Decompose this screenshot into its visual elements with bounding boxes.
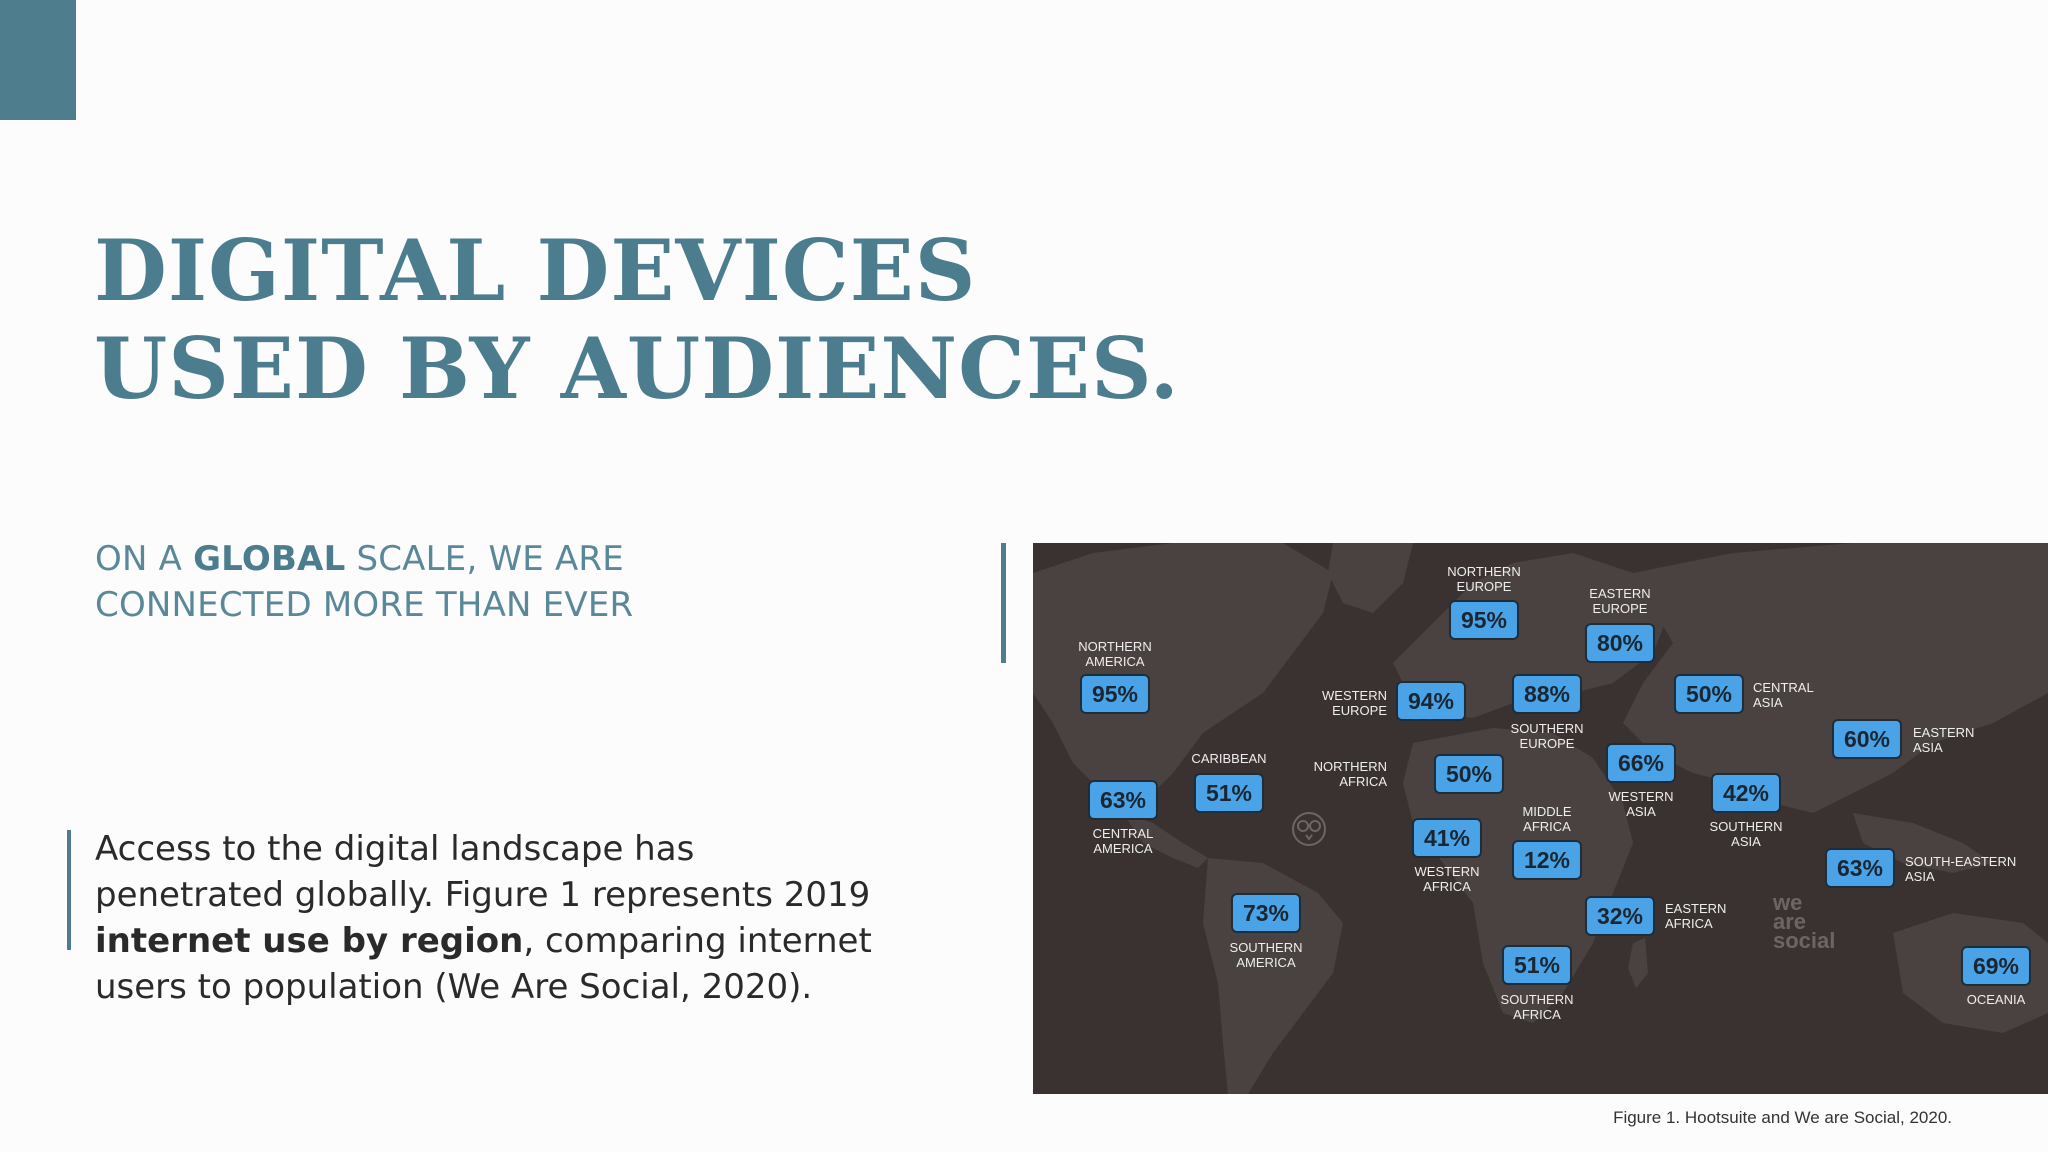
region-label-northern-america: NORTHERN AMERICA bbox=[1078, 639, 1152, 669]
region-badge-northern-europe: 95% bbox=[1448, 600, 1520, 640]
region-badge-northern-america: 95% bbox=[1079, 674, 1151, 714]
region-value-southern-africa: 51% bbox=[1501, 945, 1573, 985]
subtitle-line-1: ON A GLOBAL SCALE, WE ARE bbox=[95, 536, 633, 582]
region-badge-central-asia: 50% bbox=[1673, 674, 1745, 714]
region-badge-eastern-asia: 60% bbox=[1831, 719, 1903, 759]
landmass-se-asia bbox=[1853, 813, 1993, 873]
region-badge-western-asia: 66% bbox=[1605, 743, 1677, 783]
region-badge-southern-america: 73% bbox=[1230, 893, 1302, 933]
region-label-central-asia: CENTRAL ASIA bbox=[1753, 680, 1814, 710]
body-line-3-rest: , comparing internet bbox=[523, 921, 872, 961]
region-label-oceania: OCEANIA bbox=[1966, 992, 2026, 1007]
region-label-western-africa: WESTERN AFRICA bbox=[1414, 864, 1480, 894]
region-badge-eastern-europe: 80% bbox=[1584, 623, 1656, 663]
divider-bar-middle bbox=[1001, 543, 1006, 663]
region-value-oceania: 69% bbox=[1960, 946, 2032, 986]
region-value-central-asia: 50% bbox=[1673, 674, 1745, 714]
region-label-central-america: CENTRAL AMERICA bbox=[1092, 826, 1154, 856]
region-value-northern-africa: 50% bbox=[1433, 754, 1505, 794]
body-bold-phrase: internet use by region bbox=[95, 921, 524, 961]
subtitle: ON A GLOBAL SCALE, WE ARE CONNECTED MORE… bbox=[95, 536, 633, 628]
corner-accent-block bbox=[0, 0, 76, 120]
figure-caption: Figure 1. Hootsuite and We are Social, 2… bbox=[1613, 1108, 1952, 1127]
region-badge-caribbean: 51% bbox=[1193, 773, 1265, 813]
landmass-europe bbox=[1393, 553, 1673, 718]
region-label-southern-africa: SOUTHERN AFRICA bbox=[1500, 992, 1574, 1022]
page-title: DIGITAL DEVICES USED BY AUDIENCES. bbox=[94, 222, 1180, 418]
region-value-eastern-africa: 32% bbox=[1584, 896, 1656, 936]
region-badge-southern-asia: 42% bbox=[1710, 773, 1782, 813]
region-label-caribbean: CARIBBEAN bbox=[1191, 751, 1267, 766]
world-landmass bbox=[1033, 543, 2048, 1094]
subtitle-bold: GLOBAL bbox=[193, 539, 346, 579]
region-value-middle-africa: 12% bbox=[1511, 840, 1583, 880]
region-badge-middle-africa: 12% bbox=[1511, 840, 1583, 880]
landmass-greenland bbox=[1328, 543, 1413, 613]
region-label-southern-europe: SOUTHERN EUROPE bbox=[1510, 721, 1584, 751]
region-badge-western-africa: 41% bbox=[1411, 818, 1483, 858]
subtitle-line-2: CONNECTED MORE THAN EVER bbox=[95, 585, 634, 625]
body-line-4: users to population (We Are Social, 2020… bbox=[95, 967, 813, 1007]
region-label-eastern-europe: EASTERN EUROPE bbox=[1589, 586, 1651, 616]
region-value-southern-asia: 42% bbox=[1710, 773, 1782, 813]
region-value-southern-america: 73% bbox=[1230, 893, 1302, 933]
body-paragraph: Access to the digital landscape has pene… bbox=[95, 826, 872, 1010]
region-badge-central-america: 63% bbox=[1087, 780, 1159, 820]
region-value-caribbean: 51% bbox=[1193, 773, 1265, 813]
landmass-madagascar bbox=[1628, 938, 1648, 988]
region-value-central-america: 63% bbox=[1087, 780, 1159, 820]
region-value-south-eastern-asia: 63% bbox=[1824, 848, 1896, 888]
region-value-western-europe: 94% bbox=[1395, 681, 1467, 721]
divider-bar-left bbox=[67, 830, 71, 950]
watermark-line-2: are bbox=[1773, 909, 1807, 934]
watermark-line-1: we bbox=[1773, 890, 1803, 915]
region-label-northern-europe: NORTHERN EUROPE bbox=[1447, 564, 1521, 594]
region-badge-northern-africa: 50% bbox=[1433, 754, 1505, 794]
landmass-north-america bbox=[1033, 543, 1333, 813]
region-badge-southern-africa: 51% bbox=[1501, 945, 1573, 985]
region-badge-oceania: 69% bbox=[1960, 946, 2032, 986]
region-value-northern-america: 95% bbox=[1079, 674, 1151, 714]
region-badge-south-eastern-asia: 63% bbox=[1824, 848, 1896, 888]
region-label-northern-africa: NORTHERN AFRICA bbox=[1313, 759, 1387, 789]
region-label-southern-asia: SOUTHERN ASIA bbox=[1709, 819, 1783, 849]
world-internet-use-map: we are social NORTHERN AMERICA 95% 63% CE… bbox=[1033, 543, 2048, 1094]
region-label-southern-america: SOUTHERN AMERICA bbox=[1229, 940, 1303, 970]
region-value-northern-europe: 95% bbox=[1448, 600, 1520, 640]
region-value-western-africa: 41% bbox=[1411, 818, 1483, 858]
landmass-asia bbox=[1623, 543, 2048, 813]
body-line-3: internet use by region, comparing intern… bbox=[95, 918, 872, 964]
watermark-line-3: social bbox=[1773, 928, 1836, 953]
title-line-1: DIGITAL DEVICES bbox=[94, 221, 977, 320]
region-label-middle-africa: MIDDLE AFRICA bbox=[1522, 804, 1572, 834]
we-are-social-watermark: we are social bbox=[1773, 890, 1836, 953]
title-line-2: USED BY AUDIENCES. bbox=[94, 319, 1180, 418]
region-label-eastern-africa: EASTERN AFRICA bbox=[1665, 901, 1727, 931]
region-label-western-europe: WESTERN EUROPE bbox=[1322, 688, 1387, 718]
region-badge-eastern-africa: 32% bbox=[1584, 896, 1656, 936]
region-value-eastern-europe: 80% bbox=[1584, 623, 1656, 663]
subtitle-post: SCALE, WE ARE bbox=[345, 539, 624, 579]
region-value-southern-europe: 88% bbox=[1511, 674, 1583, 714]
subtitle-pre: ON A bbox=[95, 539, 194, 579]
region-label-western-asia: WESTERN ASIA bbox=[1608, 789, 1674, 819]
region-badge-western-europe: 94% bbox=[1395, 681, 1467, 721]
hootsuite-owl-icon bbox=[1292, 812, 1326, 846]
region-value-eastern-asia: 60% bbox=[1831, 719, 1903, 759]
body-line-2: penetrated globally. Figure 1 represents… bbox=[95, 875, 871, 915]
region-label-eastern-asia: EASTERN ASIA bbox=[1913, 725, 1975, 755]
region-badge-southern-europe: 88% bbox=[1511, 674, 1583, 714]
region-label-south-eastern-asia: SOUTH-EASTERN ASIA bbox=[1905, 854, 2017, 884]
region-value-western-asia: 66% bbox=[1605, 743, 1677, 783]
body-line-1: Access to the digital landscape has bbox=[95, 829, 695, 869]
landmass-central-america bbox=[1123, 813, 1208, 868]
